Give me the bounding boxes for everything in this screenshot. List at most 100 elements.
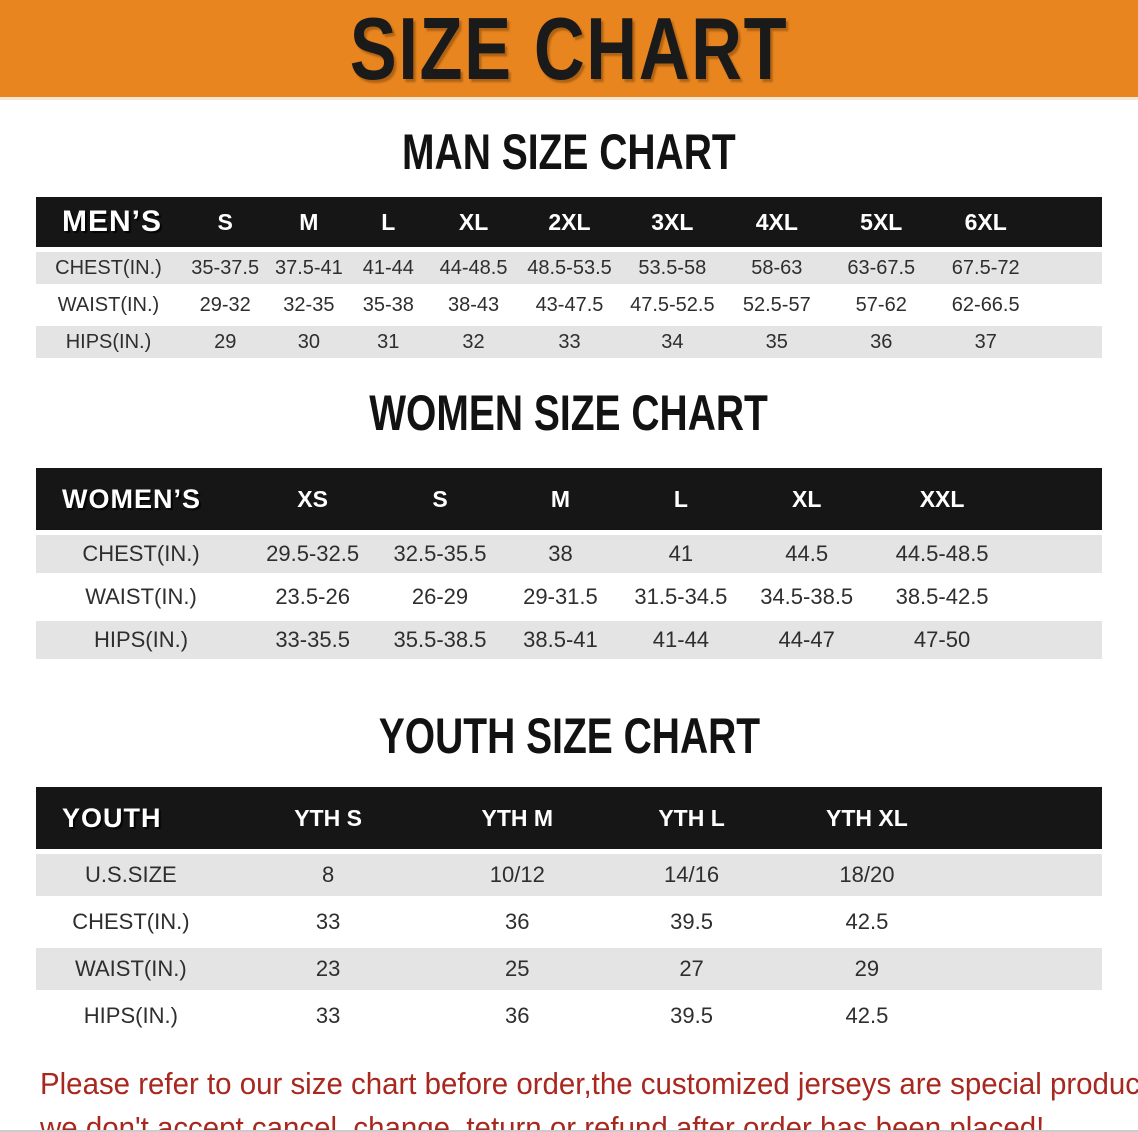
size-value-cell: 29 (854, 956, 880, 981)
size-column-header: M (269, 197, 349, 247)
size-value-cell: 34 (661, 330, 684, 353)
size-column-header: 6XL (933, 197, 1038, 247)
size-column-header: S (180, 197, 270, 247)
size-value-cell: 38.5-42.5 (895, 584, 989, 609)
table-header-row: YOUTH YTH S YTH M YTH L YTH XL (36, 787, 1102, 849)
size-value-cell: 33 (558, 330, 581, 353)
measurement-row-label: CHEST(IN.) (55, 256, 162, 279)
size-column-header: 4XL (724, 197, 830, 247)
youth-size-table: YOUTH YTH S YTH M YTH L YTH XL U.S.SIZE 8 10/12… (36, 782, 1102, 1042)
row-spacer (1012, 578, 1102, 616)
measurement-row: U.S.SIZE 8 10/12 14/16 18/20 (36, 854, 1102, 896)
size-column-header: YTH L (604, 787, 779, 849)
size-value-cell: 52.5-57 (742, 293, 811, 316)
measurement-row-label: HIPS(IN.) (83, 1003, 178, 1028)
group-header-label: YOUTH (36, 787, 226, 849)
row-spacer (1038, 326, 1102, 358)
row-spacer (1012, 621, 1102, 659)
measurement-row-label: HIPS(IN.) (65, 330, 152, 353)
size-column-header: XL (428, 197, 519, 247)
size-value-cell: 36 (505, 1003, 530, 1028)
size-value-cell: 35 (765, 330, 788, 353)
measurement-row: WAIST(IN.) 23.5-26 26-29 29-31.5 31.5-34.5 34… (36, 578, 1102, 616)
size-value-cell: 63-67.5 (847, 256, 916, 279)
men-section-title-text: MAN SIZE CHART (402, 124, 736, 180)
youth-section-title-text: YOUTH SIZE CHART (378, 708, 760, 764)
size-column-header: 5XL (829, 197, 934, 247)
size-value-cell: 33 (315, 1003, 341, 1028)
size-value-cell: 42.5 (845, 909, 889, 934)
disclaimer-line-1: Please refer to our size chart before or… (40, 1066, 1138, 1101)
size-value-cell: 37 (974, 330, 997, 353)
size-value-cell: 58-63 (751, 256, 803, 279)
size-column-header: S (379, 468, 501, 530)
size-column-header: XL (741, 468, 872, 530)
size-value-cell: 18/20 (839, 862, 895, 887)
youth-section-title: YOUTH SIZE CHART (0, 664, 1138, 782)
size-value-cell: 53.5-58 (638, 256, 707, 279)
row-spacer (955, 948, 1102, 990)
size-value-cell: 14/16 (664, 862, 720, 887)
size-value-cell: 25 (505, 956, 530, 981)
size-column-header: XS (246, 468, 380, 530)
row-spacer (1038, 252, 1102, 284)
measurement-row: HIPS(IN.) 33 36 39.5 42.5 (36, 995, 1102, 1037)
size-value-cell: 33 (315, 909, 341, 934)
group-header-label: MEN’S (36, 197, 181, 247)
size-value-cell: 62-66.5 (951, 293, 1020, 316)
size-value-cell: 33-35.5 (275, 627, 350, 652)
table-header-row: MEN’S S M L XL 2XL 3XL 4XL 5XL 6XL (36, 197, 1102, 247)
section-women: WOMEN SIZE CHART WOMEN’S XS S M L XL XXL CHEST(… (0, 363, 1138, 664)
size-column-header: YTH XL (778, 787, 955, 849)
size-column-header: L (620, 468, 742, 530)
measurement-row-label: CHEST(IN.) (72, 909, 190, 934)
row-spacer (1038, 289, 1102, 321)
size-value-cell: 41-44 (362, 256, 414, 279)
size-value-cell: 10/12 (489, 862, 545, 887)
women-section-title-text: WOMEN SIZE CHART (369, 385, 769, 441)
size-value-cell: 32 (462, 330, 485, 353)
size-value-cell: 35-37.5 (191, 256, 260, 279)
banner: SIZE CHART (0, 0, 1138, 100)
size-value-cell: 48.5-53.5 (527, 256, 612, 279)
size-value-cell: 41-44 (652, 627, 710, 652)
measurement-row: WAIST(IN.) 29-32 32-35 35-38 38-43 43-47.5 47.… (36, 289, 1102, 321)
size-value-cell: 29 (214, 330, 237, 353)
size-value-cell: 29.5-32.5 (266, 541, 360, 566)
measurement-row-label: WAIST(IN.) (85, 584, 197, 609)
measurement-row-label: WAIST(IN.) (57, 293, 160, 316)
row-spacer (955, 901, 1102, 943)
size-value-cell: 34.5-38.5 (760, 584, 854, 609)
size-column-header: 2XL (518, 197, 621, 247)
women-section-title: WOMEN SIZE CHART (0, 363, 1138, 463)
size-value-cell: 57-62 (855, 293, 907, 316)
size-column-header: 3XL (620, 197, 725, 247)
size-column-header: L (348, 197, 429, 247)
men-section-title: MAN SIZE CHART (0, 100, 1138, 192)
disclaimer: Please refer to our size chart before or… (40, 1062, 1138, 1130)
header-spacer (954, 787, 1102, 849)
size-value-cell: 47.5-52.5 (630, 293, 715, 316)
size-value-cell: 44-48.5 (439, 256, 508, 279)
size-value-cell: 31 (377, 330, 400, 353)
size-value-cell: 29-31.5 (523, 584, 598, 609)
size-value-cell: 29-32 (199, 293, 251, 316)
size-value-cell: 37.5-41 (274, 256, 343, 279)
measurement-row: CHEST(IN.) 29.5-32.5 32.5-35.5 38 41 44.5 44.5… (36, 535, 1102, 573)
group-header-label: WOMEN’S (36, 468, 246, 530)
measurement-row: HIPS(IN.) 29 30 31 32 33 34 35 36 37 (36, 326, 1102, 358)
size-value-cell: 32.5-35.5 (393, 541, 487, 566)
measurement-row-label: HIPS(IN.) (93, 627, 189, 652)
measurement-row: HIPS(IN.) 33-35.5 35.5-38.5 38.5-41 41-44 44-… (36, 621, 1102, 659)
header-spacer (1037, 197, 1102, 247)
size-value-cell: 30 (297, 330, 320, 353)
size-value-cell: 47-50 (913, 627, 971, 652)
measurement-row-label: CHEST(IN.) (82, 541, 200, 566)
size-value-cell: 44.5-48.5 (895, 541, 989, 566)
measurement-row-label: WAIST(IN.) (75, 956, 187, 981)
banner-title: SIZE CHART (349, 0, 789, 98)
women-size-table: WOMEN’S XS S M L XL XXL CHEST(IN.) 29.5-32.5 32.5… (36, 463, 1102, 664)
section-men: MAN SIZE CHART MEN’S S M L XL 2XL 3XL 4XL 5XL 6XL… (0, 100, 1138, 363)
size-value-cell: 42.5 (845, 1003, 889, 1028)
size-value-cell: 41 (668, 541, 694, 566)
